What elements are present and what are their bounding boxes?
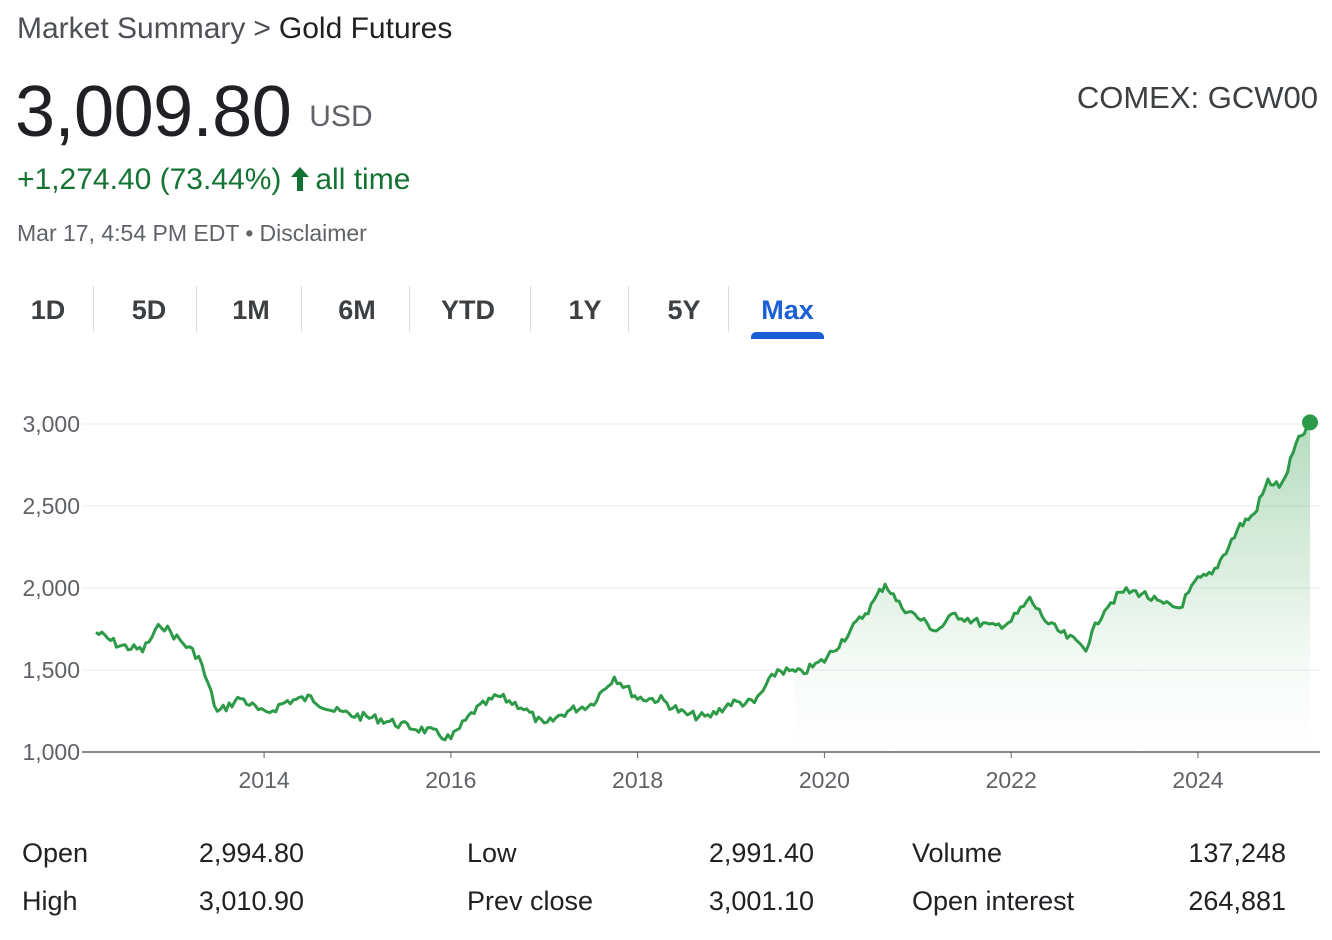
tab-divider — [301, 286, 302, 332]
stat-label-open: Open — [22, 838, 89, 868]
change-period: all time — [315, 163, 411, 196]
stat-value-high: 3,010.90 — [198, 886, 304, 916]
y-tick-label: 2,000 — [22, 575, 80, 601]
stat-label-high: High — [22, 886, 78, 916]
exchange-ticker: COMEX: GCW00 — [1076, 80, 1318, 115]
quote-timestamp: Mar 17, 4:54 PM EDT — [17, 220, 240, 246]
latest-price-dot — [1302, 414, 1318, 431]
x-tick-label: 2022 — [986, 767, 1037, 793]
price-series-line — [95, 421, 1312, 742]
meta-separator: • — [245, 220, 254, 246]
x-tick-label: 2016 — [425, 767, 476, 793]
price-area-fill — [795, 422, 1310, 752]
disclaimer-link[interactable]: Disclaimer — [259, 220, 367, 246]
tab-max[interactable]: Max — [761, 295, 814, 325]
stat-value-low: 2,991.40 — [708, 838, 814, 868]
tab-divider — [196, 286, 197, 332]
y-tick-label: 3,000 — [22, 411, 80, 437]
quote-meta: Mar 17, 4:54 PM EDT • Disclaimer — [17, 220, 367, 247]
stat-label-open-interest: Open interest — [912, 886, 1075, 916]
current-price: 3,009.80 — [15, 72, 292, 152]
x-tick-label: 2018 — [612, 767, 663, 793]
currency-label: USD — [309, 100, 373, 133]
tab-divider — [728, 286, 729, 332]
price-change: +1,274.40 (73.44%) all time — [17, 163, 410, 200]
stat-value-open-interest: 264,881 — [1188, 886, 1286, 916]
tab-1d[interactable]: 1D — [30, 295, 66, 325]
tab-divider — [628, 286, 629, 332]
tab-6m[interactable]: 6M — [338, 295, 376, 325]
tab-divider — [409, 286, 410, 332]
tab-divider — [93, 286, 94, 332]
price-row: 3,009.80 USD — [15, 70, 373, 154]
tab-5y[interactable]: 5Y — [667, 295, 701, 325]
stat-label-prev-close: Prev close — [467, 886, 594, 916]
change-value: +1,274.40 (73.44%) — [17, 163, 282, 196]
tab-1m[interactable]: 1M — [232, 295, 270, 325]
stat-label-low: Low — [467, 838, 517, 868]
tab-divider — [530, 286, 531, 332]
breadcrumb-market-summary[interactable]: Market Summary — [17, 12, 246, 45]
y-tick-label: 2,500 — [22, 493, 80, 519]
stat-value-prev-close: 3,001.10 — [708, 886, 814, 916]
stat-value-open: 2,994.80 — [198, 838, 304, 868]
x-axis-labels: 2014 2016 2018 2020 2022 2024 — [239, 752, 1224, 793]
y-axis-labels: 3,000 2,500 2,000 1,500 1,000 — [22, 411, 80, 765]
x-tick-label: 2014 — [239, 767, 290, 793]
tab-ytd[interactable]: YTD — [441, 295, 495, 325]
y-tick-label: 1,000 — [22, 739, 80, 765]
breadcrumb-current: Gold Futures — [278, 12, 453, 45]
breadcrumb-separator: > — [253, 12, 271, 45]
breadcrumb: Market Summary > Gold Futures — [17, 10, 452, 48]
stat-value-volume: 137,248 — [1188, 838, 1286, 868]
arrow-up-icon — [289, 166, 311, 200]
x-tick-label: 2024 — [1172, 767, 1223, 793]
y-tick-label: 1,500 — [22, 657, 80, 683]
x-tick-label: 2020 — [799, 767, 850, 793]
stat-label-volume: Volume — [912, 838, 1003, 868]
active-tab-indicator — [751, 332, 824, 339]
tab-1y[interactable]: 1Y — [568, 295, 602, 325]
tab-5d[interactable]: 5D — [131, 295, 167, 325]
